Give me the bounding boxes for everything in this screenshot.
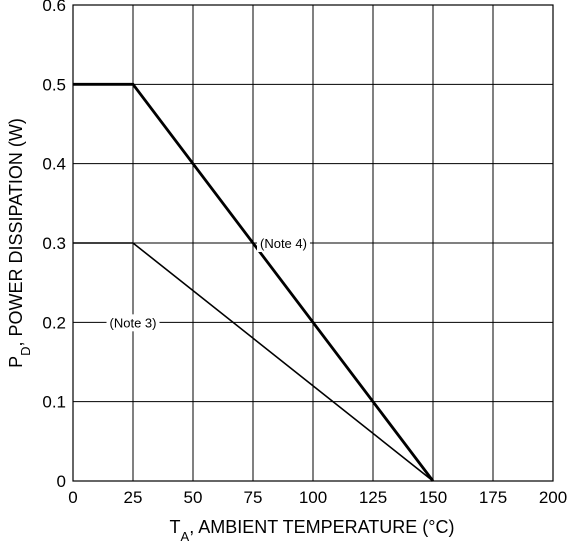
x-axis-title-rest: , AMBIENT TEMPERATURE (°C): [189, 517, 454, 537]
x-axis-title-sub: A: [181, 529, 190, 544]
y-axis-title-main: P: [6, 356, 26, 368]
series-line-note-4: [73, 82, 435, 482]
x-axis-title-main: T: [170, 517, 181, 537]
y-axis-title-sub: D: [18, 346, 33, 355]
y-tick-labels: 0 0.1 0.2 0.3 0.4 0.5 0.6: [42, 0, 66, 491]
x-tick-labels: 0 25 50 75 100 125 150 175 200: [68, 488, 567, 507]
series-label-background: [257, 235, 310, 252]
x-tick-label: 25: [124, 488, 143, 507]
y-tick-label: 0.1: [42, 393, 66, 412]
y-axis-title-rest: , POWER DISSIPATION (W): [6, 118, 26, 346]
y-tick-label: 0.3: [42, 234, 66, 253]
x-tick-label: 200: [539, 488, 567, 507]
x-tick-label: 0: [68, 488, 77, 507]
x-axis-title: TA, AMBIENT TEMPERATURE (°C): [170, 517, 455, 544]
series-lines: (Note 4) (Note 3): [73, 82, 435, 482]
y-tick-label: 0.4: [42, 155, 66, 174]
grid: [72, 4, 554, 482]
series-line-note-3: [73, 242, 434, 482]
x-tick-label: 175: [479, 488, 507, 507]
y-tick-label: 0.5: [42, 75, 66, 94]
series-label-note-3: (Note 3): [110, 315, 157, 330]
series-label-note-4: (Note 4): [260, 236, 307, 251]
x-tick-label: 150: [419, 488, 447, 507]
x-tick-label: 75: [244, 488, 263, 507]
series-label-background: [106, 314, 160, 332]
y-tick-label: 0.2: [42, 313, 66, 332]
x-tick-label: 125: [359, 488, 387, 507]
y-tick-label: 0: [57, 472, 66, 491]
y-tick-label: 0.6: [42, 0, 66, 15]
x-tick-label: 100: [299, 488, 327, 507]
x-tick-label: 50: [184, 488, 203, 507]
y-axis-title: PD, POWER DISSIPATION (W): [6, 118, 33, 368]
